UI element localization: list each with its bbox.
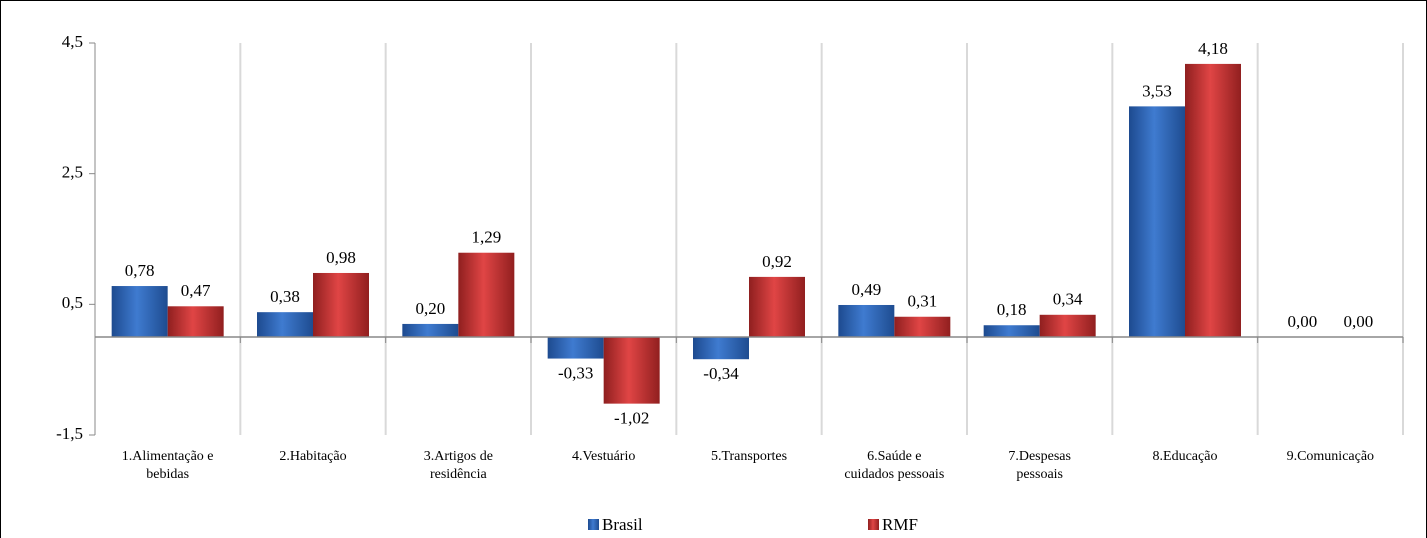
x-tick-label: 5.Transportes bbox=[710, 449, 788, 464]
bar bbox=[838, 304, 895, 337]
legend-label: Brasil bbox=[602, 515, 643, 534]
bar bbox=[693, 337, 749, 360]
value-label: 0,00 bbox=[1343, 312, 1373, 331]
value-label: 0,18 bbox=[997, 300, 1027, 319]
bar bbox=[603, 337, 660, 404]
x-tick-label: 4.Vestuário bbox=[571, 449, 636, 464]
bar bbox=[983, 325, 1040, 337]
bar bbox=[1129, 106, 1185, 337]
bar bbox=[313, 272, 369, 337]
value-label: -0,34 bbox=[703, 364, 739, 383]
bar bbox=[547, 337, 604, 359]
value-label: 1,29 bbox=[471, 228, 501, 247]
bar bbox=[111, 286, 168, 337]
y-tick-label: 4,5 bbox=[62, 32, 83, 51]
y-tick-label: 2,5 bbox=[62, 163, 83, 182]
value-label: 0,92 bbox=[762, 252, 792, 271]
bar bbox=[167, 306, 224, 337]
value-label: 3,53 bbox=[1142, 81, 1172, 100]
value-label: 0,49 bbox=[851, 280, 881, 299]
y-tick-label: 0,5 bbox=[62, 293, 83, 312]
value-label: 0,31 bbox=[907, 292, 937, 311]
value-label: 0,34 bbox=[1053, 290, 1083, 309]
legend-label: RMF bbox=[882, 515, 918, 534]
x-tick-label: 6.Saúde e cuidados pessoais bbox=[844, 449, 945, 482]
legend-swatch bbox=[588, 519, 599, 530]
x-tick-label: 8.Educação bbox=[1152, 449, 1218, 464]
value-label: 0,47 bbox=[181, 281, 211, 300]
value-label: 0,20 bbox=[415, 299, 445, 318]
bar bbox=[402, 323, 459, 337]
x-tick-label: 7.Despesas pessoais bbox=[1008, 449, 1071, 482]
bar bbox=[894, 316, 951, 337]
y-tick-label: -1,5 bbox=[56, 424, 83, 443]
value-label: 0,00 bbox=[1287, 312, 1317, 331]
bar bbox=[1039, 314, 1096, 337]
value-label: 0,78 bbox=[125, 261, 155, 280]
x-tick-label: 9.Comunicação bbox=[1286, 449, 1375, 464]
value-label: 4,18 bbox=[1198, 39, 1228, 58]
value-label: -0,33 bbox=[558, 363, 593, 382]
x-tick-label: 2.Habitação bbox=[279, 449, 347, 464]
bar bbox=[458, 252, 515, 337]
value-label: 0,38 bbox=[270, 287, 300, 306]
bar bbox=[749, 276, 805, 337]
x-tick-label: 1.Alimentação e bebidas bbox=[121, 449, 214, 482]
value-label: 0,98 bbox=[326, 248, 356, 267]
legend-swatch bbox=[868, 519, 879, 530]
bar bbox=[1185, 63, 1241, 337]
x-tick-label: 3.Artigos de residência bbox=[423, 449, 493, 482]
value-label: -1,02 bbox=[614, 409, 649, 428]
bar bbox=[257, 312, 313, 337]
